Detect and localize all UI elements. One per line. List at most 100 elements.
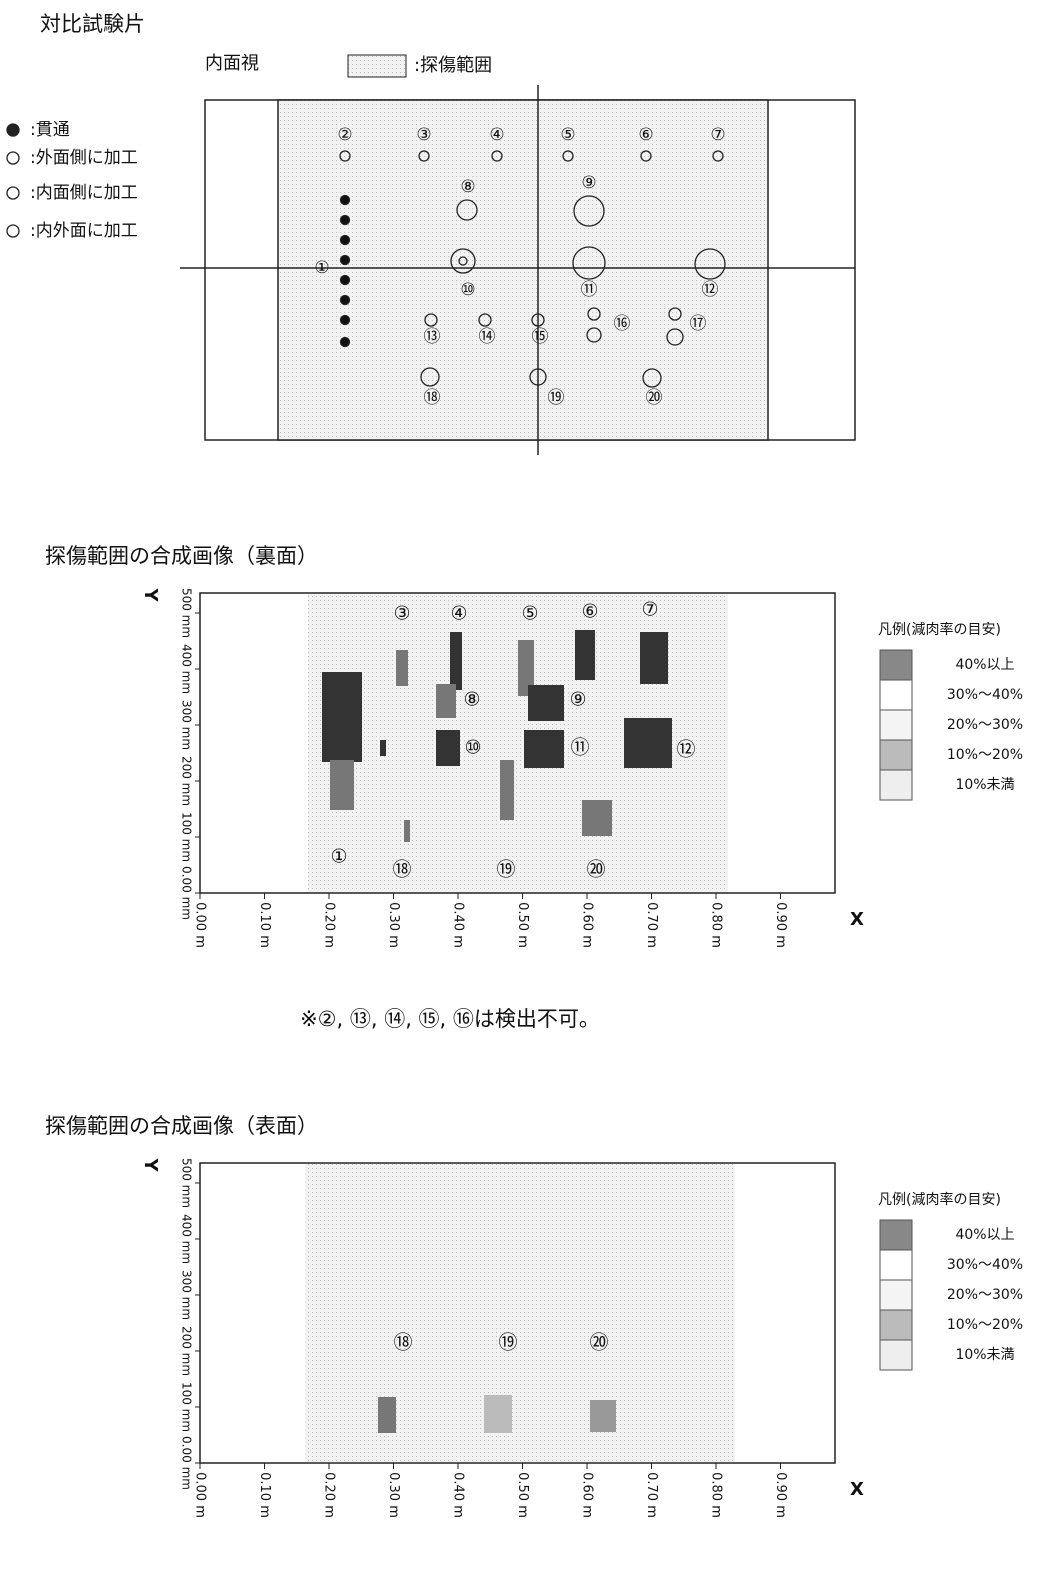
thinning-patch	[378, 1397, 396, 1433]
x-tick-label: 0.20 m	[322, 902, 337, 948]
y-tick-label: 200 mm	[180, 756, 194, 806]
y-tick-label: 400 mm	[180, 1214, 194, 1264]
x-axis-label: X	[850, 909, 864, 930]
position-label: ⑳	[586, 859, 605, 881]
y-axis-label: Y	[140, 587, 161, 602]
legend-label: 10%～20%	[947, 747, 1023, 763]
y-axis-label: Y	[140, 1157, 161, 1172]
hole	[341, 216, 350, 225]
position-label: ⑦	[641, 599, 658, 621]
legend-label: 20%～30%	[947, 1287, 1023, 1303]
x-tick-label: 0.10 m	[257, 1472, 272, 1518]
thinning-patch	[322, 672, 362, 762]
thinning-patch	[590, 1400, 616, 1432]
hole-label: ⑲	[548, 388, 565, 408]
thinning-patch	[524, 730, 564, 768]
legend-swatch	[880, 1280, 912, 1310]
hole	[341, 296, 350, 305]
hole-label: ⑨	[581, 173, 596, 193]
hole-label: ③	[416, 125, 431, 145]
position-label: ⑱	[393, 1332, 412, 1354]
x-tick-label: 0.80 m	[709, 1472, 724, 1518]
thinning-patch	[500, 760, 514, 820]
position-label: ③	[393, 603, 410, 625]
legend-label: :内外面に加工	[30, 221, 138, 241]
y-tick-label: 100 mm	[180, 812, 194, 862]
x-tick-label: 0.60 m	[580, 1472, 595, 1518]
legend-label: 10%未満	[955, 777, 1014, 793]
position-label: ⑲	[496, 859, 515, 881]
y-tick-label: 0.00 mm	[180, 866, 194, 920]
x-tick-label: 0.20 m	[322, 1472, 337, 1518]
x-tick-label: 0.40 m	[451, 902, 466, 948]
x-tick-label: 0.30 m	[386, 902, 401, 948]
hole-label: ⑳	[646, 388, 663, 408]
legend-label: :外面側に加工	[30, 148, 138, 168]
legend-label: 30%～40%	[947, 1257, 1023, 1273]
hole-label: ⑱	[424, 388, 441, 408]
section-title: 対比試験片	[40, 12, 145, 36]
thinning-patch	[330, 760, 354, 810]
hole-label: ⑬	[424, 327, 441, 347]
position-label: ①	[330, 846, 347, 868]
legend-marker	[7, 152, 19, 164]
legend-swatch	[880, 1220, 912, 1250]
scan-area	[278, 100, 768, 440]
thinning-patch	[575, 630, 595, 680]
legend-title: 凡例(減肉率の目安)	[878, 1191, 1001, 1208]
y-tick-label: 0.00 mm	[180, 1436, 194, 1490]
position-label: ⑨	[569, 689, 586, 711]
thinning-patch	[436, 684, 456, 718]
legend-title: 凡例(減肉率の目安)	[878, 621, 1001, 638]
x-tick-label: 0.00 m	[193, 902, 208, 948]
view-label: 内面視	[205, 53, 259, 74]
position-label: ④	[450, 603, 467, 625]
hole	[341, 316, 350, 325]
y-tick-label: 500 mm	[180, 1158, 194, 1208]
x-tick-label: 0.80 m	[709, 902, 724, 948]
x-tick-label: 0.30 m	[386, 1472, 401, 1518]
hole-label: ⑥	[638, 125, 653, 145]
x-tick-label: 0.60 m	[580, 902, 595, 948]
hole-label: ⑯	[614, 314, 631, 334]
page: {"specimen": {"title": "対比試験片", "view_la…	[0, 0, 1058, 1585]
legend-swatch	[880, 1310, 912, 1340]
y-tick-label: 300 mm	[180, 1270, 194, 1320]
document: 対比試験片 内面視 :探傷範囲 :貫通:外面側に加工:内面側に加工:内外面に加工…	[0, 0, 1058, 1585]
legend-label: :貫通	[30, 120, 70, 140]
y-tick-label: 200 mm	[180, 1326, 194, 1376]
x-axis-label: X	[850, 1479, 864, 1500]
hole-label: ⑧	[460, 177, 475, 197]
x-tick-label: 0.90 m	[773, 1472, 788, 1518]
position-label: ⑥	[581, 601, 598, 623]
position-label: ⑳	[589, 1332, 608, 1354]
thinning-patch	[436, 730, 460, 766]
hole	[341, 256, 350, 265]
thinning-patch	[624, 718, 672, 768]
legend-swatch	[880, 680, 912, 710]
legend-label: :内面側に加工	[30, 183, 138, 203]
x-tick-label: 0.00 m	[193, 1472, 208, 1518]
section-title: 探傷範囲の合成画像（表面）	[45, 1114, 318, 1138]
hole	[341, 196, 350, 205]
legend-label: 30%～40%	[947, 687, 1023, 703]
hole-label: ④	[489, 125, 504, 145]
range-swatch	[348, 55, 406, 77]
thinning-patch	[404, 820, 410, 842]
hole-label: ⑤	[560, 125, 575, 145]
hole-label: ⑰	[690, 314, 707, 334]
section-title: 探傷範囲の合成画像（裏面）	[45, 544, 318, 568]
x-tick-label: 0.10 m	[257, 902, 272, 948]
position-label: ⑲	[498, 1332, 517, 1354]
hole-label: ⑪	[581, 280, 598, 300]
hole-label: ⑫	[702, 280, 719, 300]
legend-swatch	[880, 770, 912, 800]
position-label: ⑧	[463, 689, 480, 711]
thinning-patch	[484, 1395, 512, 1433]
legend-marker	[7, 187, 19, 199]
hole	[341, 236, 350, 245]
thinning-patch	[640, 632, 668, 684]
legend-swatch	[880, 1340, 912, 1370]
legend-label: 10%～20%	[947, 1317, 1023, 1333]
legend-label: 40%以上	[955, 657, 1014, 673]
